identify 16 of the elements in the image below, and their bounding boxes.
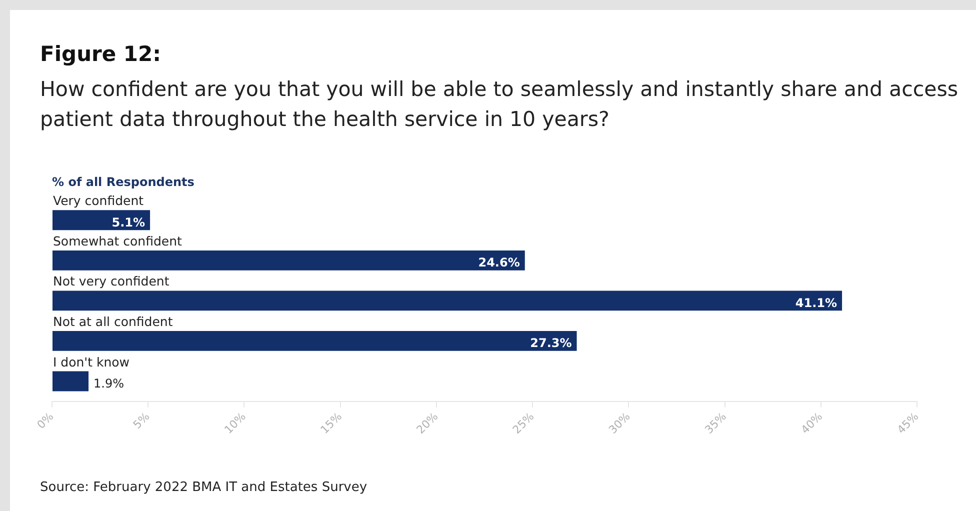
x-axis-title: % of all Respondents [52, 175, 194, 189]
y-tick-label: Somewhat confident [53, 233, 182, 248]
source-note: Source: February 2022 BMA IT and Estates Survey [40, 480, 368, 495]
data-label: 5.1% [112, 215, 146, 230]
x-tick-label: 5% [130, 410, 152, 432]
chart-title: Figure 12: [40, 42, 162, 66]
data-label: 41.1% [795, 296, 838, 310]
y-tick-label: Very confident [53, 193, 144, 208]
data-label: 1.9% [94, 376, 124, 390]
y-tick-label: I don't know [53, 354, 130, 370]
x-tick-label: 0% [34, 410, 56, 432]
data-label: 27.3% [530, 336, 572, 350]
y-tick-label: Not very confident [53, 274, 170, 289]
data-label: 24.6% [478, 256, 520, 270]
y-tick-label: Not at all confident [53, 314, 173, 329]
chart-subtitle: How confident are you that you will be able to seamlessly and instantly share and access patient data throughout the health service in 10 years? [40, 76, 960, 133]
